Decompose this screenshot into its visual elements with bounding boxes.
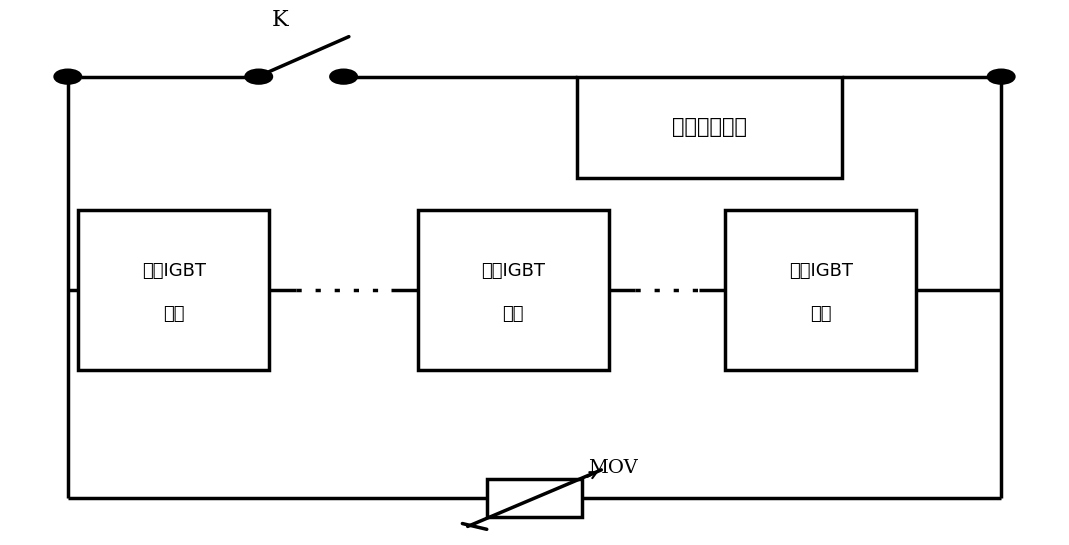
Text: 模块: 模块 — [810, 305, 832, 323]
Text: 新型IGBT: 新型IGBT — [142, 262, 206, 280]
Text: 模块: 模块 — [164, 305, 185, 323]
Bar — [418, 210, 608, 370]
Circle shape — [56, 70, 80, 83]
Bar — [577, 77, 842, 178]
Bar — [78, 210, 269, 370]
Bar — [486, 480, 583, 517]
Text: 新型IGBT: 新型IGBT — [789, 262, 853, 280]
Circle shape — [330, 70, 356, 83]
Text: 新型IGBT: 新型IGBT — [481, 262, 545, 280]
Text: 模块: 模块 — [502, 305, 524, 323]
Text: K: K — [272, 9, 289, 31]
Text: MOV: MOV — [588, 459, 637, 477]
Bar — [726, 210, 916, 370]
Text: 电力电子单元: 电力电子单元 — [672, 117, 747, 137]
Circle shape — [246, 70, 272, 83]
Circle shape — [989, 70, 1013, 83]
